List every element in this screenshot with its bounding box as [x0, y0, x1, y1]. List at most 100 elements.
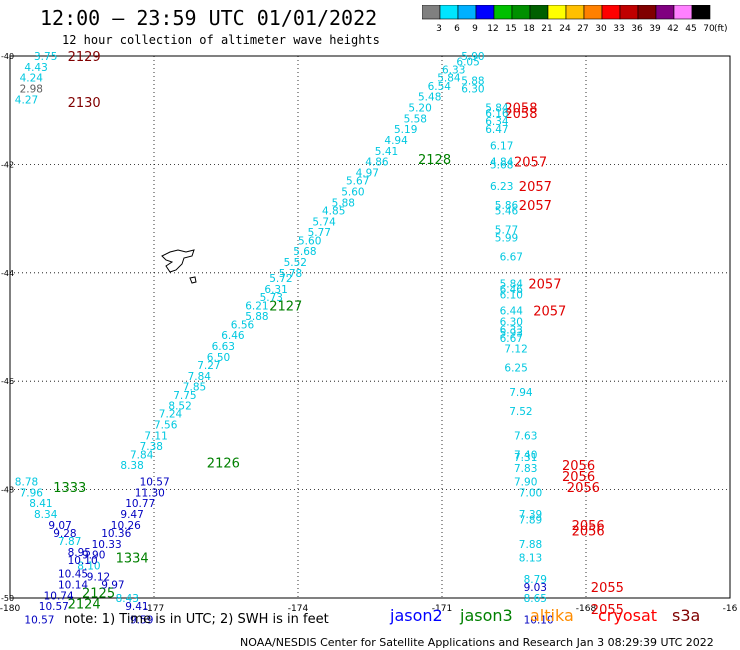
wave-height-value: 6.10	[500, 289, 523, 301]
wave-height-value: 7.83	[514, 463, 537, 475]
wave-height-value: 5.90	[461, 51, 484, 63]
wave-height-value: 5.74	[312, 216, 336, 228]
wave-height-value: 5.41	[375, 146, 398, 158]
x-tick-label: -168	[576, 604, 597, 614]
wave-height-value: 6.30	[500, 317, 523, 329]
wave-height-value: 6.67	[500, 333, 523, 345]
wave-height-value: 5.60	[298, 235, 321, 247]
wave-height-value: 9.90	[82, 550, 105, 562]
wave-height-value: 7.40	[514, 449, 537, 461]
wave-height-value: 6.47	[485, 124, 508, 136]
colorbar-tick-label: 70	[703, 24, 715, 34]
wave-height-value: 6.50	[207, 352, 230, 364]
colorbar-tick-label: 30	[595, 24, 607, 34]
wave-height-value: 6.17	[490, 140, 513, 152]
wave-height-value: 9.97	[101, 579, 124, 591]
wave-height-value: 5.20	[408, 102, 431, 114]
wave-height-value: 6.31	[264, 284, 287, 296]
wave-height-value: 5.19	[394, 124, 417, 136]
wave-height-value: 10.10	[524, 615, 554, 627]
wave-height-value: 5.88	[461, 75, 484, 87]
y-tick-label: -46	[1, 377, 14, 386]
wave-height-value: 10.26	[111, 520, 141, 532]
colorbar-tick-label: 3	[436, 24, 442, 34]
wave-height-value: 8.65	[524, 593, 547, 605]
wave-height-value: 9.28	[53, 528, 76, 540]
wave-height-value: 4.24	[20, 73, 44, 85]
wave-height-value: 8.52	[168, 401, 191, 413]
wave-height-value: 6.21	[245, 300, 268, 312]
wave-height-value: 10.77	[125, 498, 155, 510]
legend-jason2: jason2	[390, 606, 443, 625]
wave-height-value: 7.31	[514, 452, 537, 464]
wave-height-value: 5.46	[495, 205, 519, 217]
y-tick-label: -44	[1, 269, 14, 278]
wave-height-value: 5.52	[284, 257, 307, 269]
wave-height-value: 10.57	[24, 615, 54, 627]
x-tick-label: -171	[432, 604, 452, 614]
wave-height-value: 10.45	[58, 569, 88, 581]
wave-height-value: 8.79	[524, 574, 547, 586]
wave-height-value: 4.97	[356, 168, 379, 180]
wave-height-value: 8.10	[77, 560, 100, 572]
wave-height-value: 6.67	[500, 252, 523, 264]
x-tick-label: -180	[0, 604, 20, 614]
wave-height-value: 10.74	[44, 590, 74, 602]
wave-height-value: 6.54	[428, 81, 452, 93]
wave-height-value: 7.96	[20, 487, 44, 499]
wave-height-value: 8.41	[29, 498, 52, 510]
colorbar-tick-label: 27	[577, 24, 588, 34]
wave-height-value: 7.88	[519, 539, 542, 551]
pass-time-label: 2056	[572, 524, 605, 539]
wave-height-value: 7.12	[504, 344, 527, 356]
legend-s3a: s3a	[672, 606, 701, 625]
wave-height-value: 2.98	[20, 84, 43, 96]
pass-time-label: 2056	[562, 459, 595, 474]
colorbar-tick-label: 9	[472, 24, 478, 34]
colorbar-tick-label: 33	[613, 24, 624, 34]
wave-height-value: 7.84	[130, 449, 154, 461]
wave-height-value: 8.34	[34, 509, 58, 521]
pass-time-label: 2058	[504, 107, 537, 122]
wave-height-value: 5.68	[293, 246, 316, 258]
wave-height-value: 5.77	[308, 227, 331, 239]
wave-height-value: 4.94	[384, 135, 408, 147]
credit-footer: NOAA/NESDIS Center for Satellite Applica…	[240, 636, 714, 649]
wave-height-value: 7.90	[514, 476, 537, 488]
wave-height-value: 5.68	[490, 159, 513, 171]
pass-time-label: 2057	[533, 305, 566, 320]
wave-height-value: 7.85	[183, 382, 206, 394]
wave-height-value: 10.10	[68, 555, 98, 567]
wave-height-value: 5.93	[500, 327, 523, 339]
wave-height-value: 9.07	[48, 520, 71, 532]
wave-height-value: 7.24	[159, 409, 183, 421]
pass-time-label: 2126	[207, 457, 240, 472]
wave-height-value: 7.52	[509, 406, 532, 418]
island-outline	[189, 276, 197, 284]
wave-height-value: 5.78	[279, 268, 302, 280]
wave-height-value: 7.75	[173, 390, 196, 402]
wave-height-value: 5.99	[495, 233, 518, 245]
wave-height-value: 5.84	[500, 279, 524, 291]
wave-height-value: 3.75	[34, 51, 57, 63]
wave-height-value: 7.63	[514, 430, 537, 442]
colorbar-tick-label: 21	[541, 24, 552, 34]
pass-time-label: 2057	[528, 278, 561, 293]
wave-height-value: 5.72	[269, 273, 292, 285]
pass-time-label: 2055	[591, 603, 624, 618]
wave-height-value: 6.46	[221, 330, 245, 342]
pass-time-label: 2129	[68, 50, 101, 65]
wave-height-value: 8.43	[116, 593, 139, 605]
wave-height-value: 9.41	[125, 601, 148, 613]
wave-height-value: 8.95	[68, 547, 91, 559]
wave-height-value: 5.58	[404, 113, 427, 125]
wave-height-colorbar: 3 6 9 12 15 18 21 24 27 30 33 36 39 42 45 70 (ft)	[422, 5, 728, 34]
wave-height-value: 10.36	[101, 528, 131, 540]
pass-time-label: 2058	[504, 101, 537, 116]
wave-height-value: 7.87	[58, 536, 81, 548]
wave-height-value: 7.38	[140, 441, 163, 453]
wave-height-value: 6.30	[461, 84, 484, 96]
map-subtitle: 12 hour collection of altimeter wave hei…	[62, 33, 380, 47]
colorbar-tick-label: 6	[454, 24, 460, 34]
